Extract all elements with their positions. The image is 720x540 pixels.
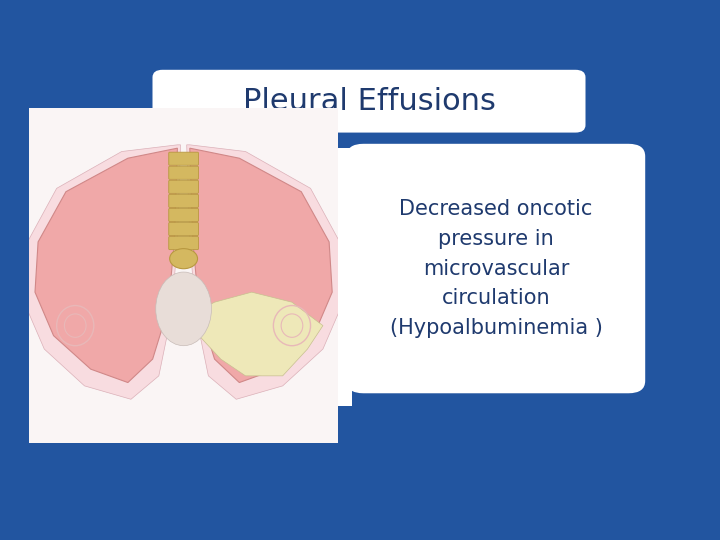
- FancyBboxPatch shape: [168, 166, 199, 179]
- Polygon shape: [22, 145, 181, 399]
- Polygon shape: [190, 148, 332, 382]
- FancyBboxPatch shape: [168, 194, 199, 207]
- FancyBboxPatch shape: [168, 180, 199, 193]
- FancyBboxPatch shape: [153, 70, 585, 133]
- Polygon shape: [29, 108, 338, 443]
- Text: Pleural Effusions: Pleural Effusions: [243, 87, 495, 116]
- FancyBboxPatch shape: [168, 222, 199, 235]
- FancyBboxPatch shape: [168, 152, 199, 165]
- Ellipse shape: [170, 248, 197, 269]
- FancyBboxPatch shape: [112, 148, 352, 406]
- Polygon shape: [35, 148, 177, 382]
- Polygon shape: [190, 292, 323, 376]
- FancyBboxPatch shape: [168, 237, 199, 249]
- Ellipse shape: [156, 272, 212, 346]
- Text: Decreased oncotic
pressure in
microvascular
circulation
(Hypoalbuminemia ): Decreased oncotic pressure in microvascu…: [390, 199, 603, 338]
- FancyBboxPatch shape: [168, 208, 199, 221]
- FancyBboxPatch shape: [347, 144, 645, 393]
- Polygon shape: [186, 145, 345, 399]
